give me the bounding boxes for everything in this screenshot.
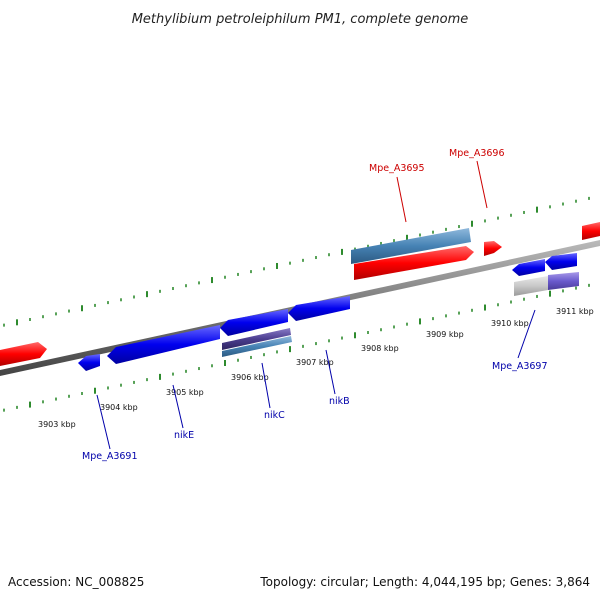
scale-label: 3909 kbp: [426, 330, 464, 339]
gene-label-nike[interactable]: nikE: [174, 430, 194, 441]
scale-label: 3907 kbp: [296, 358, 334, 367]
scale-label: 3911 kbp: [556, 307, 594, 316]
cds-bar-nikc-dark[interactable]: [222, 328, 291, 350]
cds-features: [222, 228, 579, 357]
scale-label: 3904 kbp: [100, 403, 138, 412]
leader-line-nikc: [261, 362, 271, 409]
scale-label: 3905 kbp: [166, 388, 204, 397]
leader-line-mpe-a3696: [476, 160, 488, 209]
leader-line-mpe-a3695: [396, 176, 407, 223]
lower-tick-row: [3, 283, 590, 412]
forward-genes: [0, 222, 600, 366]
gene-arrow-nikb[interactable]: [288, 296, 350, 321]
gene-arrow-mpe-a3697-b[interactable]: [545, 253, 577, 270]
leader-line-mpe-a3691: [96, 394, 111, 450]
cds-bar-mpe-a3697-lavender[interactable]: [548, 272, 579, 290]
gene-arrow-nikc[interactable]: [220, 309, 288, 336]
cds-bar-nikc-light[interactable]: [222, 336, 292, 357]
scale-label: 3908 kbp: [361, 344, 399, 353]
gene-labels: Mpe_A3695 Mpe_A3696 Mpe_A3691 nikE nikC …: [82, 148, 548, 462]
reverse-genes: [78, 253, 577, 371]
cds-bar-mpe-a3695[interactable]: [351, 228, 471, 264]
gene-label-nikb[interactable]: nikB: [329, 396, 350, 407]
gene-arrow-right-edge[interactable]: [582, 222, 600, 240]
scale-label: 3906 kbp: [231, 373, 269, 382]
label-leader-lines: [96, 160, 536, 450]
gene-arrow-mpe-a3696[interactable]: [484, 241, 502, 256]
gene-arrow-left-edge[interactable]: [0, 342, 47, 366]
gene-arrow-mpe-a3691[interactable]: [78, 354, 100, 371]
gene-label-mpe-a3697[interactable]: Mpe_A3697: [492, 361, 548, 372]
scale-label: 3910 kbp: [491, 319, 529, 328]
accession-text: Accession: NC_008825: [8, 575, 144, 589]
gene-label-mpe-a3691[interactable]: Mpe_A3691: [82, 451, 138, 462]
leader-line-mpe-a3697: [517, 309, 536, 359]
gene-arrow-nike[interactable]: [107, 325, 220, 364]
topology-stats-text: Topology: circular; Length: 4,044,195 bp…: [259, 575, 590, 589]
scale-labels: 3903 kbp 3904 kbp 3905 kbp 3906 kbp 3907…: [38, 307, 594, 429]
leader-line-nikb: [325, 349, 336, 395]
cds-bar-mpe-a3697-grey[interactable]: [514, 276, 548, 296]
gene-label-mpe-a3696[interactable]: Mpe_A3696: [449, 148, 505, 159]
gene-label-nikc[interactable]: nikC: [264, 410, 285, 421]
scale-label: 3903 kbp: [38, 420, 76, 429]
map-title: Methylibium petroleiphilum PM1, complete…: [132, 12, 469, 27]
leader-line-nike: [172, 384, 184, 429]
gene-arrow-mpe-a3695[interactable]: [354, 246, 474, 280]
gene-arrow-mpe-a3697[interactable]: [512, 259, 545, 276]
upper-tick-row: [3, 196, 590, 327]
gene-label-mpe-a3695[interactable]: Mpe_A3695: [369, 163, 425, 174]
